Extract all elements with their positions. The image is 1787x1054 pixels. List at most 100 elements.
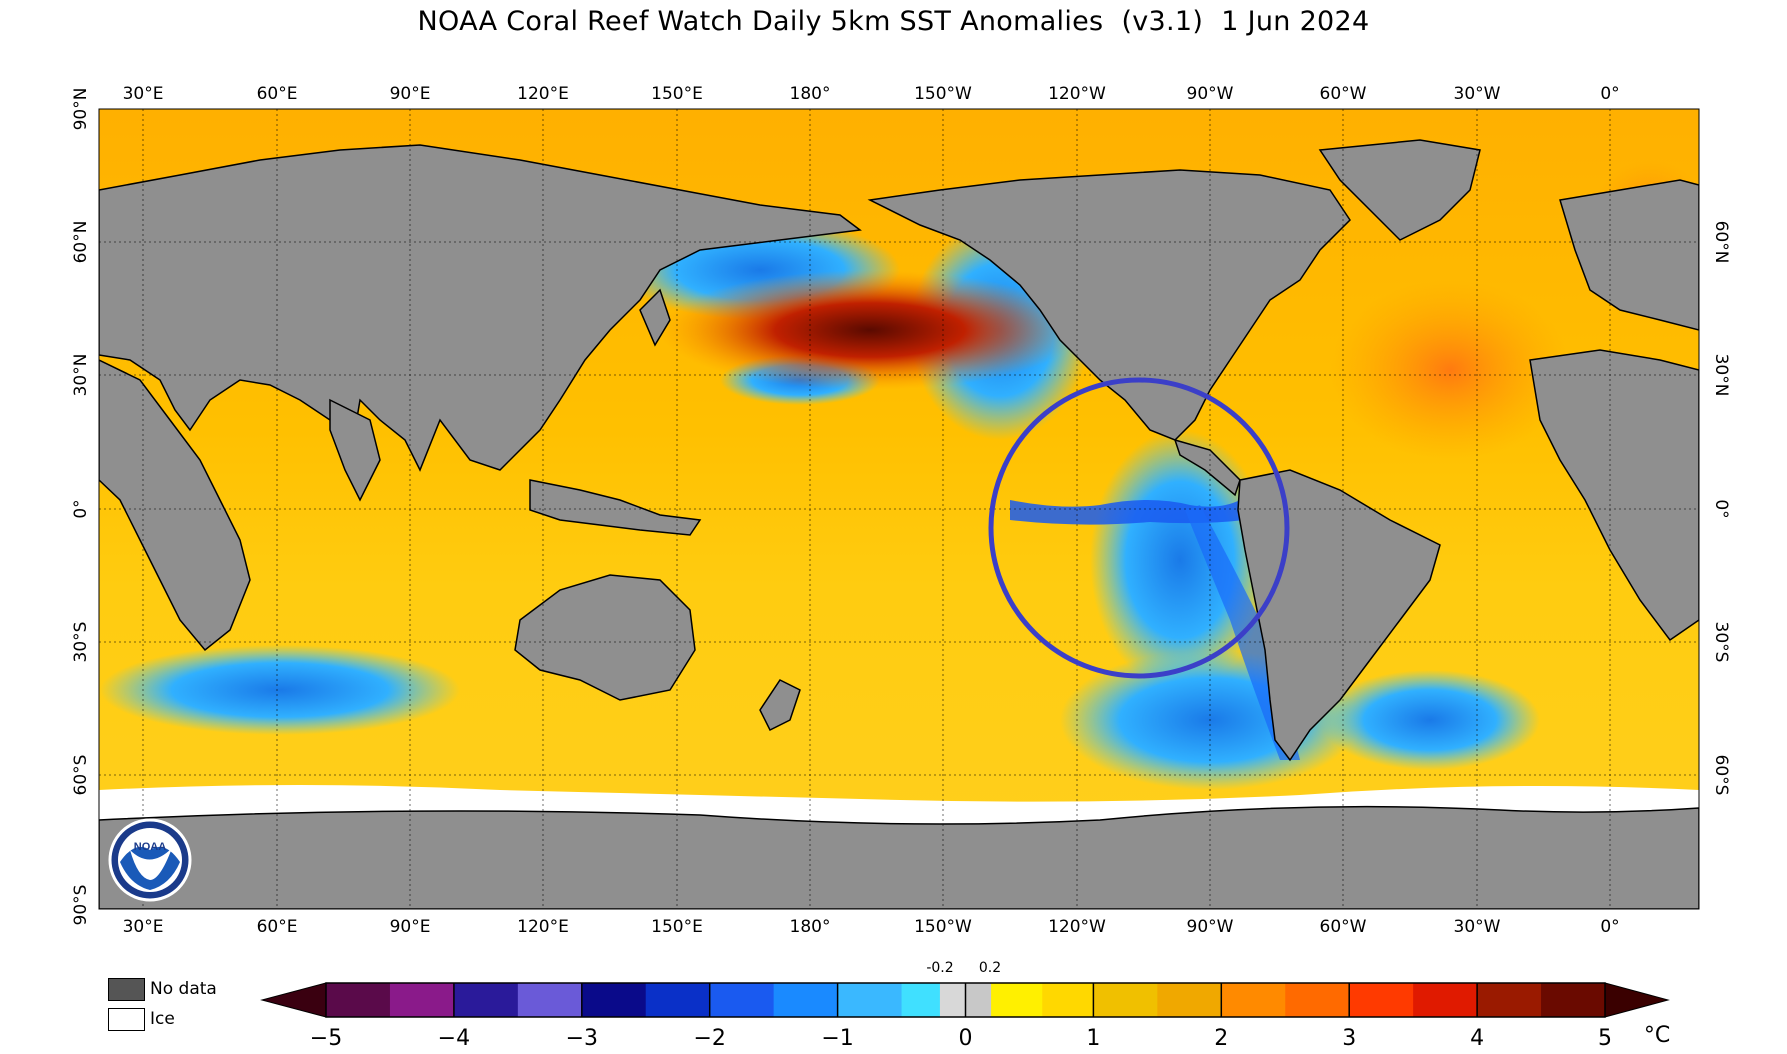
lat-label-left: 60°S	[71, 755, 91, 796]
cool-anomaly-s-indian	[100, 645, 460, 735]
land-europe	[1559, 179, 1699, 331]
land-antarctica	[99, 805, 1699, 909]
colorbar-segment	[837, 983, 903, 1017]
land-west-africa	[1529, 349, 1699, 642]
lat-label-left: 60°N	[71, 221, 91, 264]
lon-label-top: 90°E	[390, 84, 431, 104]
ice-label: Ice	[150, 1009, 175, 1029]
colorbar-segment	[1285, 983, 1350, 1017]
colorbar-segment	[581, 983, 647, 1017]
land-japan	[639, 288, 671, 347]
warm-anomaly-n-atlantic	[1330, 280, 1570, 460]
colorbar-segment	[1349, 983, 1414, 1017]
lat-label-right: 30°S	[1711, 622, 1731, 663]
lon-label-top: 60°W	[1320, 84, 1367, 104]
lon-label-bottom: 150°E	[651, 917, 703, 937]
equatorial-cold-tongue	[1010, 500, 1245, 525]
tick-neg-0-2: -0.2	[926, 960, 953, 976]
lat-label-left: 0°	[71, 499, 91, 518]
lon-label-bottom: 180°	[790, 917, 831, 937]
lat-label-right: 60°N	[1711, 221, 1731, 264]
lat-label-left: 90°N	[71, 88, 91, 131]
lon-label-top: 180°	[790, 84, 831, 104]
lon-labels-bottom: 30°E 60°E 90°E 120°E 150°E 180° 150°W 12…	[123, 917, 1620, 937]
colorbar-segment	[965, 983, 992, 1017]
lat-label-right: 60°S	[1711, 755, 1731, 796]
colorbar-segment	[1477, 983, 1542, 1017]
noaa-logo: NOAA	[108, 818, 192, 902]
sst-anomaly-map: 30°E 60°E 90°E 120°E 150°E 180° 150°W 12…	[71, 84, 1731, 937]
lon-label-bottom: 90°E	[390, 917, 431, 937]
map-title: NOAA Coral Reef Watch Daily 5km SST Anom…	[0, 6, 1787, 37]
no-data-swatch	[108, 978, 145, 1001]
graticule	[99, 109, 1699, 909]
lat-label-left: 30°N	[71, 354, 91, 397]
colorbar-segment	[645, 983, 711, 1017]
colorbar-segment	[453, 983, 519, 1017]
colorbar-left-arrow	[260, 982, 327, 1018]
lon-label-top: 120°E	[517, 84, 569, 104]
lat-labels-right: 60°N 30°N 0° 30°S 60°S	[1711, 221, 1731, 796]
colorbar-tick-label: 3	[1342, 1026, 1356, 1051]
lon-label-bottom: 30°E	[123, 917, 164, 937]
colorbar-segment	[709, 983, 775, 1017]
lon-label-bottom: 120°E	[517, 917, 569, 937]
map-frame	[98, 108, 1700, 910]
colorbar-tick-label: −1	[821, 1026, 853, 1051]
map-title-date: 1 Jun 2024	[1221, 6, 1370, 37]
colorbar-right-arrow	[1604, 982, 1670, 1018]
lon-label-bottom: 60°W	[1320, 917, 1367, 937]
colorbar-tick-label: 1	[1086, 1026, 1100, 1051]
land-africa	[99, 359, 251, 652]
colorbar-segment	[1413, 983, 1478, 1017]
land-indonesia	[529, 479, 702, 536]
colorbar-tick-label: −5	[310, 1026, 342, 1051]
colorbar-segments	[326, 983, 1606, 1017]
ice-swatch	[108, 1008, 145, 1031]
lon-label-bottom: 0°	[1600, 917, 1619, 937]
colorbar-tick-label: −2	[693, 1026, 725, 1051]
lat-labels-left: 90°N 60°N 30°N 0° 30°S 60°S 90°S	[71, 88, 91, 926]
colorbar-segment	[773, 983, 839, 1017]
lon-label-top: 0°	[1600, 84, 1619, 104]
colorbar-segment	[1221, 983, 1286, 1017]
colorbar-tick-label: 2	[1214, 1026, 1228, 1051]
lon-label-top: 90°W	[1187, 84, 1234, 104]
colorbar-tick-label: −4	[438, 1026, 470, 1051]
colorbar-frame	[325, 982, 1606, 1018]
colorbar-unit: °C	[1644, 1023, 1670, 1048]
colorbar-segment	[1157, 983, 1222, 1017]
colorbar-segment	[939, 983, 966, 1017]
land-greenland	[1318, 139, 1481, 241]
lon-label-top: 150°W	[914, 84, 972, 104]
colorbar-segment	[1093, 983, 1158, 1017]
lon-labels-top: 30°E 60°E 90°E 120°E 150°E 180° 150°W 12…	[123, 84, 1620, 104]
lon-label-bottom: 120°W	[1048, 917, 1106, 937]
lon-label-bottom: 150°W	[914, 917, 972, 937]
lat-label-left: 30°S	[71, 622, 91, 663]
colorbar-segment	[901, 983, 941, 1017]
land-india	[329, 398, 381, 502]
noaa-logo-text: NOAA	[134, 841, 166, 853]
land-masses	[99, 139, 1699, 909]
lon-label-top: 30°E	[123, 84, 164, 104]
warm-anomaly-n-pacific	[660, 270, 1080, 390]
lat-label-left: 90°S	[71, 885, 91, 926]
map-title-version: (v3.1)	[1121, 6, 1204, 37]
lon-label-bottom: 90°W	[1187, 917, 1234, 937]
lon-label-top: 30°W	[1454, 84, 1501, 104]
colorbar-segment	[991, 983, 1043, 1017]
no-data-label: No data	[150, 979, 217, 999]
land-new-zealand	[759, 679, 801, 732]
lon-label-bottom: 30°W	[1454, 917, 1501, 937]
lon-label-top: 60°E	[257, 84, 298, 104]
lon-label-top: 120°W	[1048, 84, 1106, 104]
cool-anomaly-s-atlantic	[1320, 670, 1540, 770]
colorbar-tick-label: 5	[1598, 1026, 1612, 1051]
lon-label-bottom: 60°E	[257, 917, 298, 937]
colorbar-segment	[1042, 983, 1094, 1017]
cool-anomaly-e-pacific	[1090, 430, 1270, 690]
highlight-circle	[988, 377, 1290, 679]
land-eurasia	[99, 144, 862, 472]
colorbar-tick-label: 0	[959, 1026, 973, 1051]
